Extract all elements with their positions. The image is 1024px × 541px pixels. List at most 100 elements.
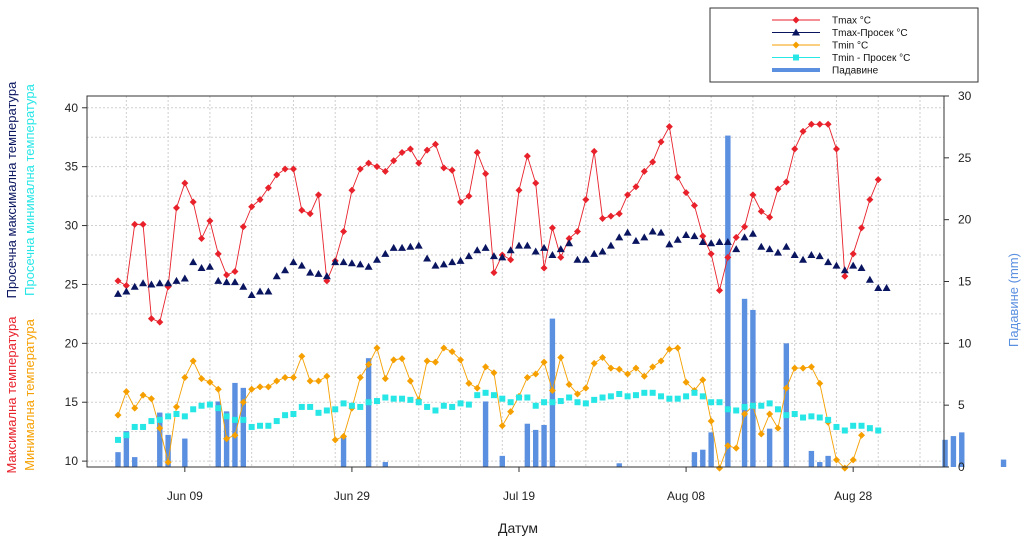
series-lines: [117, 123, 879, 470]
tmin-avg-point: [649, 389, 656, 396]
y-axis-label: Максимална температура: [4, 316, 19, 474]
tmin-avg-point: [465, 401, 472, 408]
tmin-avg-point: [791, 411, 798, 417]
tmax-point: [315, 191, 322, 199]
tmax-avg-point: [372, 255, 381, 263]
tmax-avg-point: [356, 260, 365, 268]
tmin-point: [540, 358, 548, 366]
y-axis-labels: Максимална температура Минимална температ…: [4, 81, 37, 474]
tmax-avg-point: [631, 236, 640, 244]
tmax-avg-point: [590, 249, 599, 257]
tmax-avg-point: [222, 278, 231, 286]
tmax-point: [791, 145, 799, 153]
tmin-point: [624, 370, 632, 378]
tmin-point: [657, 357, 665, 365]
tmax-point: [390, 157, 398, 165]
tmin-avg-point: [307, 403, 314, 410]
tmax-avg-point: [523, 241, 532, 249]
tmin-avg-point: [173, 411, 180, 417]
tmin-point: [406, 377, 414, 385]
tmin-avg-point: [850, 422, 857, 429]
y-axis-label: Просечна минимална температура: [22, 83, 37, 295]
tmin-avg-point: [549, 399, 556, 406]
y-tick-label: 30: [65, 219, 79, 233]
tmax-point: [707, 250, 715, 258]
tmin-avg-point: [382, 394, 389, 401]
precipitation-bar: [817, 462, 823, 467]
tmax-avg-point: [840, 266, 849, 274]
precipitation-bar: [959, 432, 965, 467]
precipitation-bar: [365, 358, 372, 467]
tmin-avg-point: [365, 399, 372, 406]
precipitation-bar: [741, 298, 748, 467]
tmin-point: [423, 357, 431, 365]
precipitation-bar: [232, 382, 238, 467]
tmin-point: [431, 358, 439, 366]
tmin-point: [331, 436, 339, 444]
tmax-point: [749, 191, 757, 199]
tmin-point: [448, 348, 456, 356]
tmax-avg-point: [548, 251, 557, 258]
tmax-avg-point: [773, 248, 782, 256]
y-axis-left: 10 15 20 25 30 35 40: [65, 101, 87, 468]
tmax-point: [406, 145, 414, 153]
tmax-avg-point: [882, 283, 891, 291]
legend-label: Tmin °C: [832, 41, 868, 52]
tmin-point: [799, 364, 807, 372]
tmax-point: [198, 235, 206, 243]
tmin-point: [590, 359, 598, 367]
precipitation-bar: [541, 424, 547, 467]
tmax-point: [398, 149, 406, 157]
tmin-point: [473, 384, 481, 392]
tmin-avg-point: [165, 413, 172, 420]
tmin-point: [365, 361, 373, 369]
tmin-avg-point: [123, 432, 130, 439]
tmax-point: [866, 196, 874, 204]
tmin-point: [390, 356, 398, 364]
tmin-point: [707, 417, 715, 425]
tmax-avg-point: [874, 283, 883, 291]
y-tick-label: 40: [65, 101, 79, 115]
tmax-avg-point: [473, 246, 482, 254]
tmax-avg-point: [481, 243, 490, 251]
tmax-point: [674, 173, 682, 181]
y-right-tick-label: 5: [958, 398, 965, 412]
tmin-point: [340, 432, 348, 440]
tmin-point: [256, 383, 264, 391]
tmax-avg-point: [623, 228, 632, 236]
tmax-avg-point: [322, 272, 331, 280]
tmin-point: [565, 381, 573, 389]
tmin-avg-point: [140, 423, 147, 430]
tmax-avg-point: [331, 258, 340, 266]
tmax-point: [874, 176, 882, 184]
tmax-avg-point: [824, 258, 833, 266]
tmin-avg-point: [733, 407, 740, 414]
tmin-point: [131, 404, 139, 412]
tmin-avg-point: [800, 414, 807, 421]
tmax-avg-point: [790, 251, 799, 258]
tmax-avg-point: [448, 258, 457, 266]
tmax-point: [431, 140, 439, 148]
tmax-point: [248, 203, 256, 211]
precipitation-bar: [825, 455, 831, 467]
tmax-point: [289, 165, 297, 173]
tmax-avg-point: [247, 291, 256, 299]
tmax-avg-point: [757, 242, 766, 250]
tmin-avg-point: [833, 423, 840, 430]
tmin-point: [832, 456, 840, 464]
tmin-point: [189, 357, 197, 365]
tmin-avg-point: [793, 54, 799, 61]
tmax-point: [732, 233, 740, 241]
tmin-avg-point: [323, 407, 330, 414]
tmax-point: [807, 120, 815, 128]
precipitation-bar: [157, 412, 163, 467]
tmax-avg-point: [155, 279, 164, 287]
x-tick-label: Aug 28: [834, 489, 872, 503]
tmin-avg-point: [148, 418, 155, 425]
tmin-avg-point: [315, 409, 322, 416]
tmax-avg-point: [707, 239, 716, 247]
tmin-point: [164, 458, 172, 466]
tmin-point: [732, 444, 740, 452]
tmax-line: [117, 123, 879, 323]
tmin-avg-point: [808, 413, 815, 420]
